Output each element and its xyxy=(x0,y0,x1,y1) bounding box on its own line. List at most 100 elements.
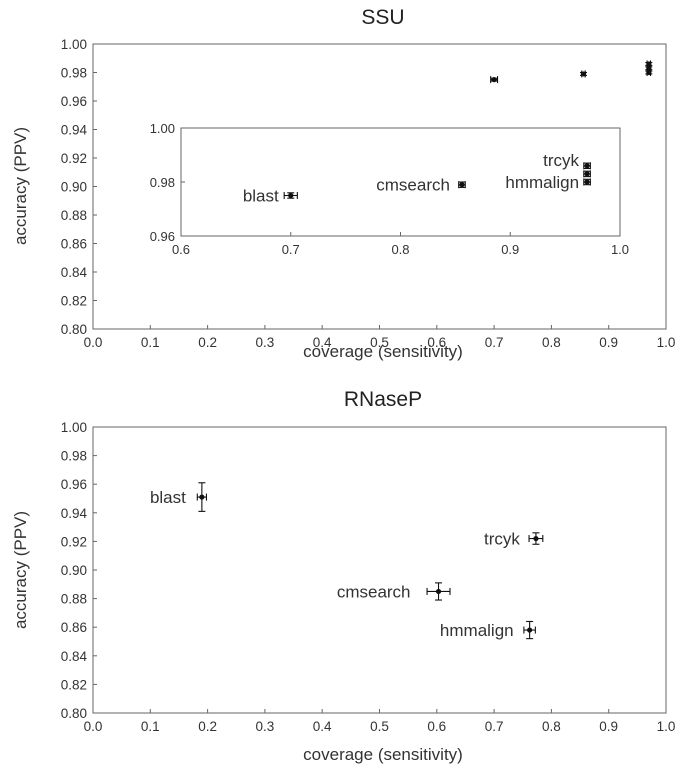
ssu-marker xyxy=(646,61,652,67)
ssu-title: SSU xyxy=(361,6,404,29)
rnasep-y-tick-label: 0.86 xyxy=(61,620,87,635)
rnasep-point: cmsearch xyxy=(337,582,451,601)
ssu-x-tick-label: 0.1 xyxy=(141,335,160,350)
rnasep-x-tick-label: 0.5 xyxy=(370,719,389,734)
ssu-inset-point-label: blast xyxy=(243,187,279,206)
ssu-inset-marker xyxy=(584,179,590,185)
rnasep-point-label: hmmalign xyxy=(440,621,514,640)
rnasep-marker xyxy=(533,535,539,542)
ssu-y-tick-label: 0.96 xyxy=(61,94,87,109)
ssu-inset-point: blast xyxy=(243,187,298,206)
rnasep-point: trcyk xyxy=(484,530,544,549)
rnasep-plot-frame xyxy=(92,426,667,714)
ssu-x-tick-label: 0.5 xyxy=(370,335,389,350)
ssu-inset-y-tick-label: 0.98 xyxy=(150,175,175,190)
rnasep-x-tick-label: 0.6 xyxy=(427,719,446,734)
ssu-x-axis: 0.0 0.1 0.2 0.3 0.4 0.5 0.6 0.7 0.8 0.9 1.0 xyxy=(84,325,676,350)
ssu-inset-x-axis: 0.6 0.7 0.8 0.9 1.0 xyxy=(172,232,629,257)
rnasep-point-label: trcyk xyxy=(484,530,520,549)
rnasep-y-tick-label: 0.90 xyxy=(61,563,87,578)
rnasep-y-tick-label: 0.96 xyxy=(61,477,87,492)
rnasep-y-tick-label: 0.80 xyxy=(61,706,87,721)
ssu-x-tick-label: 0.7 xyxy=(485,335,504,350)
ssu-x-axis-label: coverage (sensitivity) xyxy=(303,342,463,361)
rnasep-x-axis: 0.0 0.1 0.2 0.3 0.4 0.5 0.6 0.7 0.8 0.9 1.0 xyxy=(84,709,676,734)
ssu-inset-y-tick-label: 0.96 xyxy=(150,229,175,244)
ssu-inset-x-tick-label: 0.6 xyxy=(172,242,190,257)
ssu-x-tick-label: 1.0 xyxy=(657,335,676,350)
ssu-point xyxy=(579,70,587,78)
rnasep-title: RNaseP xyxy=(344,388,422,411)
ssu-inset-marker xyxy=(584,163,590,169)
rnasep-x-tick-label: 1.0 xyxy=(657,719,676,734)
rnasep-x-tick-label: 0.4 xyxy=(313,719,332,734)
rnasep-marker xyxy=(527,627,533,633)
ssu-x-tick-label: 0.2 xyxy=(198,335,217,350)
ssu-point xyxy=(490,76,499,84)
ssu-inset-marker xyxy=(584,171,590,177)
ssu-x-tick-label: 0.6 xyxy=(427,335,446,350)
rnasep-plot: RNaseP 0.800.820.840.860.880.900.920.940… xyxy=(11,388,675,764)
rnasep-point-label: cmsearch xyxy=(337,582,411,601)
rnasep-point: hmmalign xyxy=(440,620,536,640)
rnasep-y-tick-label: 1.00 xyxy=(61,420,87,435)
ssu-inset-x-tick-label: 0.9 xyxy=(501,242,519,257)
ssu-inset-point: cmsearch xyxy=(376,176,466,195)
ssu-y-tick-label: 0.92 xyxy=(61,151,87,166)
rnasep-y-tick-label: 0.94 xyxy=(61,506,88,521)
ssu-inset-y-axis: 0.96 0.98 1.00 xyxy=(150,121,185,244)
rnasep-y-tick-label: 0.88 xyxy=(61,592,87,607)
ssu-inset-point-label: trcyk xyxy=(543,151,579,170)
rnasep-x-tick-label: 0.7 xyxy=(485,719,504,734)
ssu-marker xyxy=(491,77,497,83)
ssu-inset-x-tick-label: 0.7 xyxy=(282,242,300,257)
ssu-inset-marker xyxy=(459,182,465,188)
ssu-y-tick-label: 0.86 xyxy=(61,237,87,252)
rnasep-x-tick-label: 0.1 xyxy=(141,719,160,734)
ssu-point xyxy=(645,60,653,68)
rnasep-x-axis-label: coverage (sensitivity) xyxy=(303,745,463,764)
ssu-marker xyxy=(580,71,587,77)
ssu-x-tick-label: 0.9 xyxy=(599,335,618,350)
rnasep-x-tick-label: 0.9 xyxy=(599,719,618,734)
ssu-inset-point: trcyk xyxy=(543,151,591,170)
ssu-inset-data-points: blast cmsearch hmmalign trcyk xyxy=(243,151,591,206)
ssu-data-points xyxy=(490,60,653,84)
rnasep-y-tick-label: 0.92 xyxy=(61,534,87,549)
rnasep-marker xyxy=(199,494,205,500)
ssu-y-tick-label: 1.00 xyxy=(61,37,87,52)
ssu-y-tick-label: 0.82 xyxy=(61,294,87,309)
ssu-y-tick-label: 0.98 xyxy=(61,66,87,81)
ssu-y-tick-label: 0.88 xyxy=(61,208,87,223)
ssu-y-axis: 0.80 0.82 0.84 0.86 0.88 0.90 0.92 0.94 0.96 0.98… xyxy=(61,37,97,337)
rnasep-point: blast xyxy=(150,482,208,512)
rnasep-x-tick-label: 0.8 xyxy=(542,719,561,734)
ssu-inset: 0.96 0.98 1.00 0.6 0.7 0.8 0.9 1.0 blast cmsear… xyxy=(150,121,629,257)
rnasep-data-points: blast trcyk cmsearch hmmalign xyxy=(150,482,544,640)
ssu-x-tick-label: 0.3 xyxy=(256,335,275,350)
rnasep-y-axis: 0.80 0.82 0.84 0.86 0.88 0.90 0.92 0.94 0.96 0.98… xyxy=(61,420,97,721)
ssu-y-axis-label: accuracy (PPV) xyxy=(11,127,30,245)
rnasep-x-tick-label: 0.3 xyxy=(256,719,275,734)
rnasep-marker xyxy=(435,588,442,595)
ssu-inset-point: hmmalign xyxy=(505,173,591,192)
ssu-inset-x-tick-label: 0.8 xyxy=(391,242,409,257)
rnasep-point-label: blast xyxy=(150,488,186,507)
ssu-inset-point-label: hmmalign xyxy=(505,173,579,192)
rnasep-x-tick-label: 0.2 xyxy=(198,719,217,734)
ssu-y-tick-label: 0.90 xyxy=(61,180,87,195)
ssu-inset-x-tick-label: 1.0 xyxy=(611,242,629,257)
ssu-x-tick-label: 0.8 xyxy=(542,335,561,350)
ssu-inset-point-label: cmsearch xyxy=(376,176,450,195)
ssu-y-tick-label: 0.80 xyxy=(61,322,87,337)
ssu-y-tick-label: 0.94 xyxy=(61,123,88,138)
ssu-plot: SSU 0.80 0.82 0.84 0.86 0.88 0.90 0.92 0.94 0.96… xyxy=(11,6,675,361)
ssu-inset-y-tick-label: 1.00 xyxy=(150,121,175,136)
rnasep-y-tick-label: 0.98 xyxy=(61,449,87,464)
rnasep-x-tick-label: 0.0 xyxy=(84,719,103,734)
rnasep-y-tick-label: 0.82 xyxy=(61,677,87,692)
rnasep-y-axis-label: accuracy (PPV) xyxy=(11,511,30,629)
ssu-x-tick-label: 0.4 xyxy=(313,335,332,350)
ssu-x-tick-label: 0.0 xyxy=(84,335,103,350)
